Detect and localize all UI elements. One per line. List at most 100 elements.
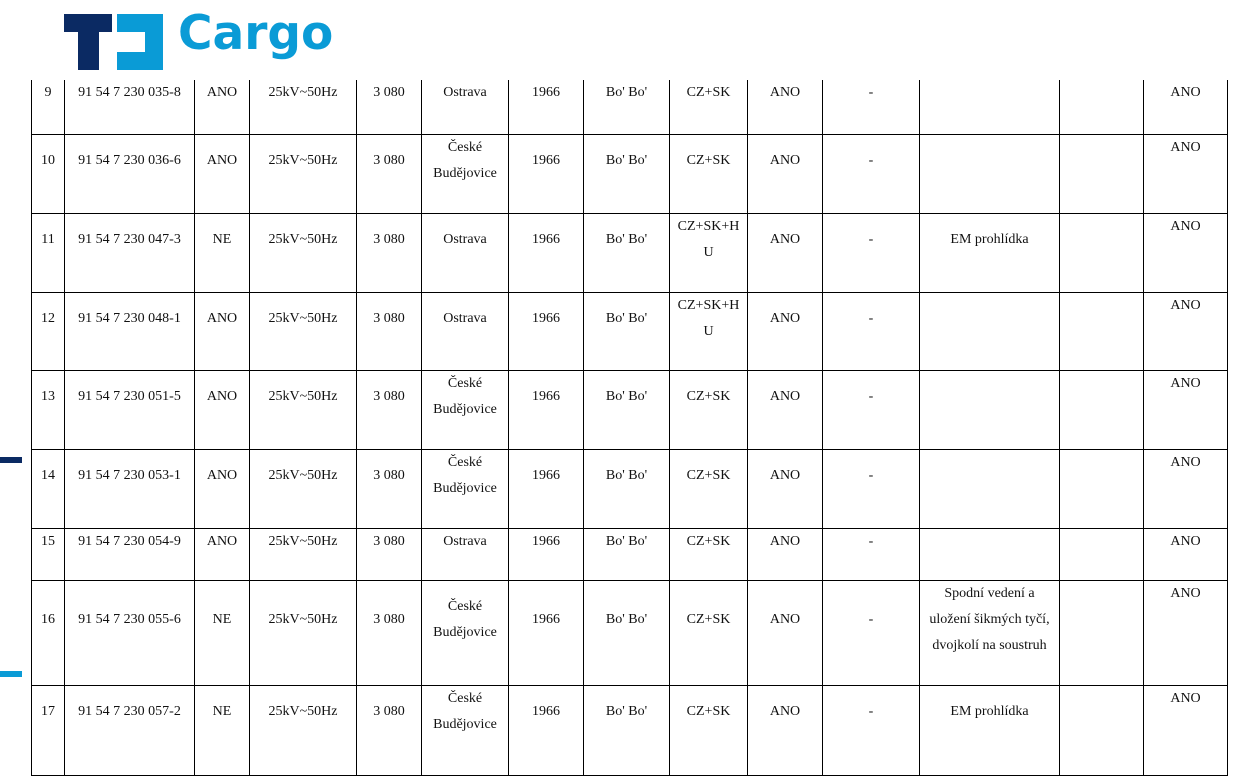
cell-kw: 3 080 [356, 684, 422, 776]
cell-d [1059, 80, 1144, 135]
cell-a: ANO [194, 291, 250, 371]
cell-country: CZ+SK [669, 579, 748, 686]
table-row: 12 91 54 7 230 048-1 ANO 25kV~50Hz 3 080 Ostr… [31, 291, 1228, 371]
cell-kw: 3 080 [356, 212, 422, 293]
cell-text: 91 54 7 230 055-6 [78, 611, 181, 627]
cell-depot: České Budějovice [421, 369, 509, 450]
cell-d [1059, 369, 1144, 450]
cell-text: CZ+SK [686, 152, 731, 168]
cell-no: 11 [31, 212, 65, 293]
cell-text: ANO [1170, 85, 1201, 100]
cell-c: - [822, 212, 920, 293]
cell-text: CZ+SK [686, 388, 731, 404]
cell-text: - [868, 533, 874, 549]
cell-c: - [822, 579, 920, 686]
cell-power: 25kV~50Hz [249, 684, 357, 776]
cell-text: - [868, 388, 874, 404]
cell-note [919, 369, 1060, 450]
cell-text: 91 54 7 230 047-3 [78, 231, 181, 247]
cell-text: ANO [769, 533, 801, 549]
cell-text: - [868, 152, 874, 168]
cell-country: CZ+SK [669, 684, 748, 776]
cell-text: 13 [41, 388, 55, 404]
cell-text: České [447, 139, 483, 155]
cell-note: Spodní vedení a uložení šikmých tyčí, dvoj… [919, 579, 1060, 686]
cell-power: 25kV~50Hz [249, 80, 357, 135]
cell-id: 91 54 7 230 053-1 [64, 448, 195, 529]
cell-axle: Bo' Bo' [583, 369, 670, 450]
table-row: 9 91 54 7 230 035-8 ANO 25kV~50Hz 3 080 Ostra… [31, 80, 1228, 135]
cell-a: ANO [194, 80, 250, 135]
cell-d [1059, 448, 1144, 529]
cell-no: 13 [31, 369, 65, 450]
cell-text: - [868, 310, 874, 326]
cell-text: České [447, 598, 483, 614]
cell-id: 91 54 7 230 048-1 [64, 291, 195, 371]
table-row: 14 91 54 7 230 053-1 ANO 25kV~50Hz 3 080 Česk… [31, 448, 1228, 529]
cell-year: 1966 [508, 80, 584, 135]
cell-text: Bo' Bo' [605, 310, 648, 326]
cell-note [919, 291, 1060, 371]
cell-text: Spodní vedení a [944, 585, 1035, 601]
cell-power: 25kV~50Hz [249, 448, 357, 529]
cell-year: 1966 [508, 291, 584, 371]
cell-text: 3 080 [373, 388, 405, 404]
cell-text: dvojkolí na soustruh [932, 637, 1047, 653]
cell-text: Budějovice [433, 401, 497, 417]
cell-year: 1966 [508, 369, 584, 450]
cell-text: Ostrava [443, 310, 487, 326]
cell-no: 16 [31, 579, 65, 686]
cell-no: 14 [31, 448, 65, 529]
cell-axle: Bo' Bo' [583, 133, 670, 214]
cell-b: ANO [747, 369, 823, 450]
cell-axle: Bo' Bo' [583, 212, 670, 293]
cell-text: 3 080 [373, 310, 405, 326]
cell-no: 9 [31, 80, 65, 135]
cell-text: ANO [769, 231, 801, 247]
cell-c: - [822, 291, 920, 371]
cell-text: CZ+SK [686, 533, 731, 549]
cell-text: ANO [769, 467, 801, 483]
table-row: 11 91 54 7 230 047-3 NE 25kV~50Hz 3 080 Ostra… [31, 212, 1228, 293]
cell-e: ANO [1143, 684, 1228, 776]
cell-text: 91 54 7 230 036-6 [78, 152, 181, 168]
cell-b: ANO [747, 448, 823, 529]
cell-b: ANO [747, 133, 823, 214]
cell-text: 91 54 7 230 057-2 [78, 703, 181, 719]
cell-text: 1966 [532, 611, 560, 627]
cell-id: 91 54 7 230 054-9 [64, 527, 195, 581]
cell-power: 25kV~50Hz [249, 291, 357, 371]
cell-kw: 3 080 [356, 291, 422, 371]
cell-id: 91 54 7 230 047-3 [64, 212, 195, 293]
cell-b: ANO [747, 579, 823, 686]
side-mark-blue [0, 671, 22, 677]
cell-text: NE [212, 611, 232, 627]
cell-year: 1966 [508, 212, 584, 293]
cell-text: 25kV~50Hz [268, 85, 338, 100]
cell-kw: 3 080 [356, 579, 422, 686]
cell-text: 3 080 [373, 231, 405, 247]
cell-note [919, 133, 1060, 214]
cell-text: - [868, 231, 874, 247]
cell-note [919, 80, 1060, 135]
cell-text: 1966 [532, 85, 560, 100]
cell-axle: Bo' Bo' [583, 80, 670, 135]
cell-d [1059, 212, 1144, 293]
cell-b: ANO [747, 80, 823, 135]
cell-text: 25kV~50Hz [268, 533, 338, 549]
cell-text: 25kV~50Hz [268, 152, 338, 168]
cell-text: U [703, 323, 714, 339]
cell-b: ANO [747, 527, 823, 581]
cell-power: 25kV~50Hz [249, 579, 357, 686]
cell-text: 25kV~50Hz [268, 611, 338, 627]
cell-id: 91 54 7 230 035-8 [64, 80, 195, 135]
cell-axle: Bo' Bo' [583, 291, 670, 371]
cell-text: 1966 [532, 388, 560, 404]
cell-c: - [822, 369, 920, 450]
cell-a: NE [194, 684, 250, 776]
cell-kw: 3 080 [356, 80, 422, 135]
cell-text: Bo' Bo' [605, 467, 648, 483]
cell-text: - [868, 611, 874, 627]
cell-c: - [822, 448, 920, 529]
cell-text: Bo' Bo' [605, 703, 648, 719]
